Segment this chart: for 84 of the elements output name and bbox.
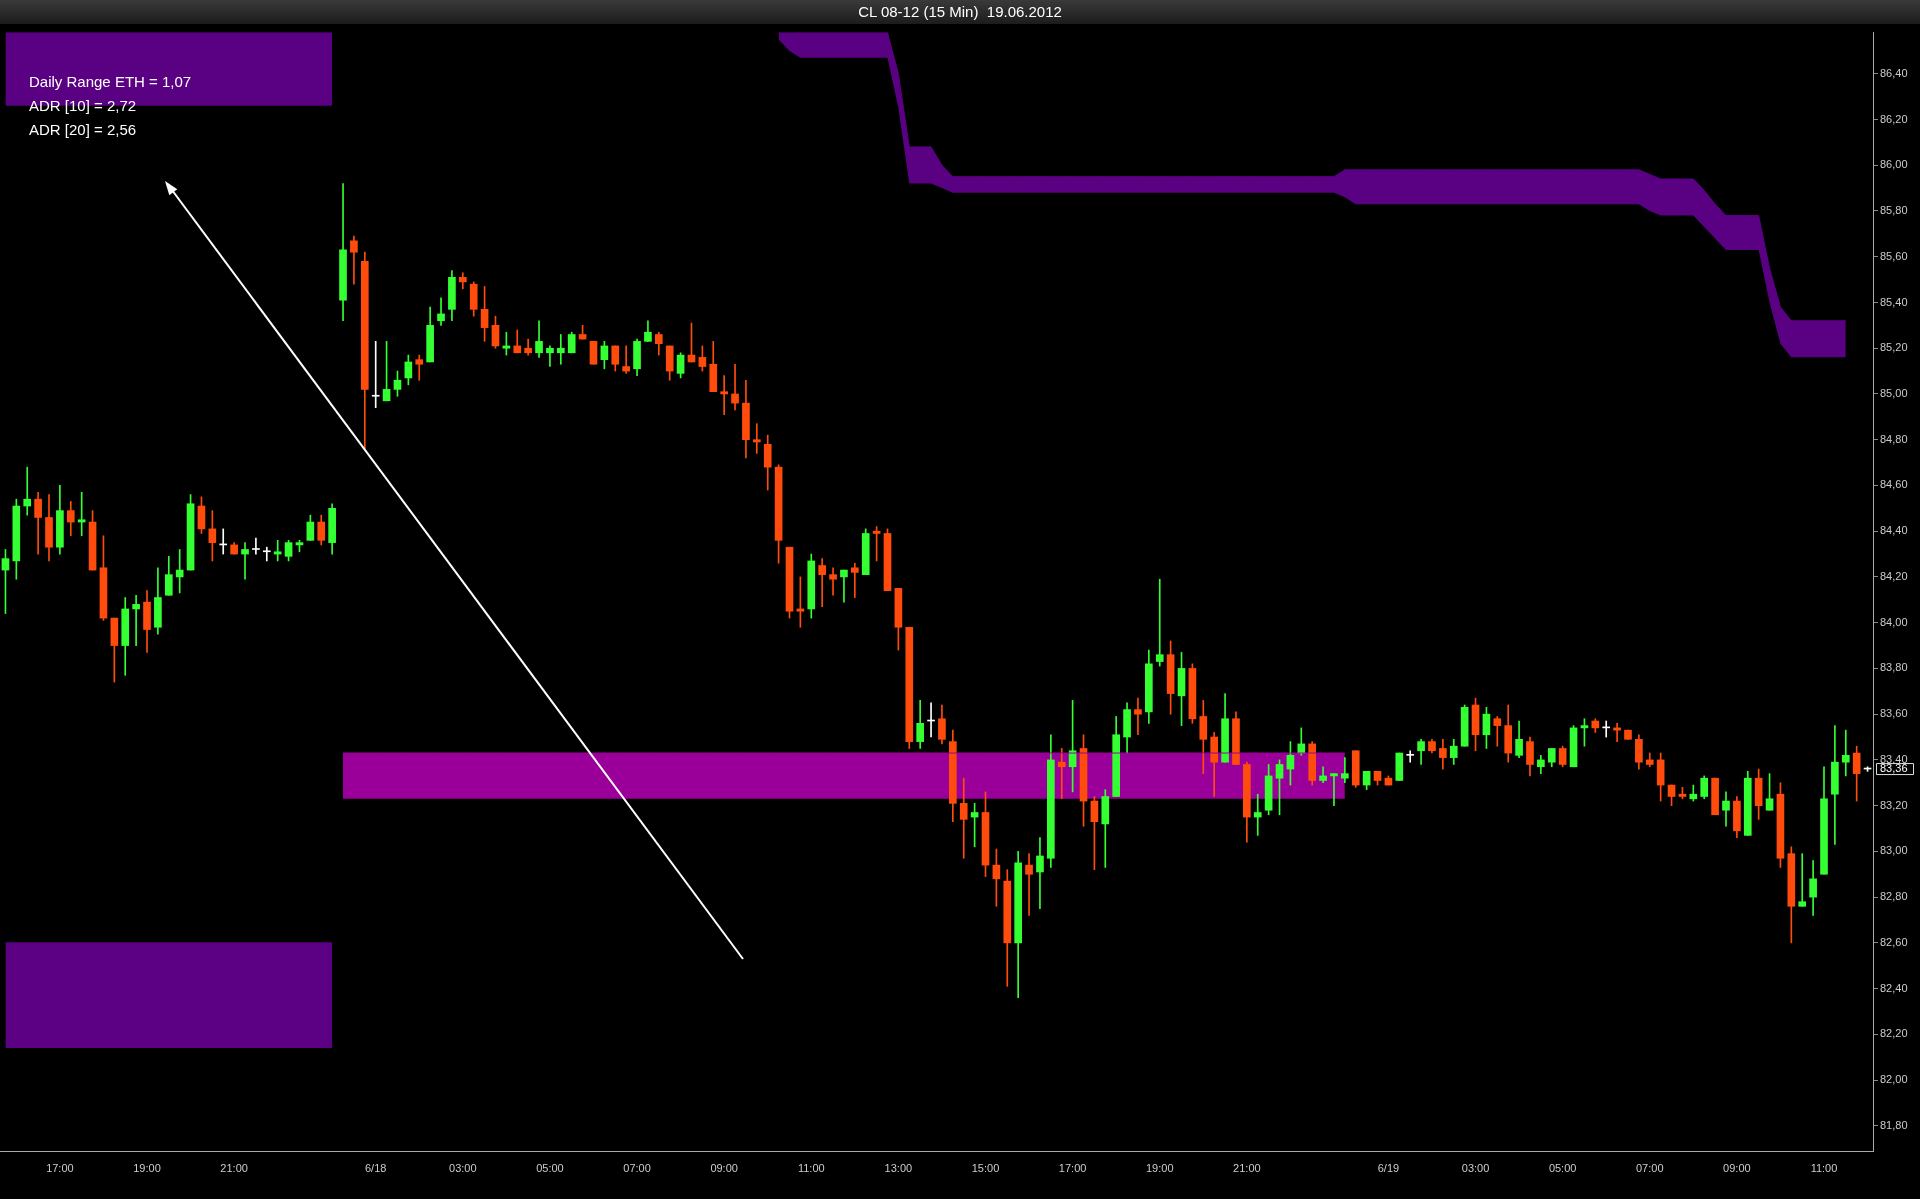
candlestick: [1134, 697, 1142, 736]
candlestick: [23, 466, 32, 516]
y-tick-label: 84,20: [1880, 569, 1908, 582]
candlestick: [1493, 716, 1502, 747]
candlestick: [371, 341, 380, 409]
y-tick-label: 85,00: [1880, 387, 1908, 399]
y-tick-label: 83,60: [1880, 707, 1908, 720]
candlestick: [731, 363, 739, 411]
y-tick-label: 82,20: [1880, 1027, 1908, 1040]
y-tick-label: 82,40: [1880, 981, 1908, 994]
x-tick-label: 09:00: [710, 1161, 738, 1174]
y-tick-label: 83,40: [1880, 752, 1908, 765]
y-tick-label: 83,80: [1880, 661, 1908, 674]
candlestick: [415, 354, 424, 381]
y-tick-label: 84,40: [1880, 524, 1908, 537]
x-tick-label: 17:00: [46, 1161, 74, 1174]
candlestick: [622, 345, 630, 374]
x-tick-label: 03:00: [1461, 1161, 1490, 1174]
x-tick-label: 6/19: [1377, 1161, 1400, 1174]
y-tick-label: 82,60: [1880, 935, 1908, 948]
y-tick-label: 83,00: [1880, 844, 1908, 857]
candlestick: [720, 375, 728, 415]
candlestick: [840, 569, 848, 603]
y-tick-label: 82,00: [1880, 1073, 1908, 1086]
y-tick-label: 81,80: [1880, 1118, 1908, 1131]
annotation: Daily Range ETH = 1,07: [29, 72, 192, 92]
x-tick-label: 6/18: [364, 1161, 387, 1174]
y-tick-label: 85,60: [1880, 249, 1908, 262]
x-tick-label: 11:00: [1810, 1161, 1838, 1174]
candlestick: [1613, 722, 1621, 742]
candlestick: [1406, 750, 1415, 763]
x-tick-label: 13:00: [884, 1161, 913, 1174]
candlestick: [175, 549, 184, 594]
candlestick: [556, 334, 565, 365]
candlestick: [818, 558, 826, 607]
candlestick: [1798, 853, 1807, 907]
candlestick: [829, 567, 837, 596]
x-tick-label: 21:00: [1233, 1161, 1261, 1174]
y-tick-label: 86,00: [1880, 158, 1908, 171]
x-tick-label: 11:00: [797, 1161, 825, 1174]
x-tick-label: 17:00: [1058, 1161, 1087, 1174]
x-tick-label: 21:00: [220, 1161, 248, 1174]
candlestick: [273, 540, 282, 562]
candlestick: [77, 491, 86, 537]
x-tick-label: 07:00: [623, 1161, 651, 1174]
y-tick-label: 84,60: [1880, 478, 1908, 491]
candlestick: [1025, 853, 1033, 916]
y-tick-label: 84,80: [1880, 432, 1908, 445]
candlestick: [1253, 793, 1262, 836]
x-tick-label: 07:00: [1636, 1161, 1664, 1174]
candlestick: [959, 777, 968, 859]
x-tick-label: 03:00: [449, 1161, 477, 1174]
y-tick-label: 86,40: [1880, 66, 1908, 79]
x-tick-label: 19:00: [1145, 1161, 1174, 1174]
candlestick: [1057, 748, 1066, 800]
candlestick: [851, 562, 859, 598]
candlestick: [1341, 757, 1349, 784]
candlestick: [350, 235, 358, 285]
candlestick: [252, 537, 260, 555]
candlestick: [1036, 837, 1044, 909]
x-tick-label: 09:00: [1723, 1161, 1751, 1174]
candlestick: [1155, 578, 1164, 667]
candlestick: [241, 542, 249, 580]
y-tick-label: 85,20: [1880, 341, 1908, 354]
y-tick-label: 86,20: [1880, 112, 1908, 125]
annotation: ADR [20] = 2,56: [29, 120, 138, 140]
candlestick: [1841, 729, 1850, 777]
y-tick-label: 84,00: [1880, 615, 1908, 628]
candlestick: [1330, 773, 1338, 806]
y-tick-label: 85,80: [1880, 204, 1908, 217]
x-tick-label: 05:00: [1548, 1161, 1577, 1174]
x-tick-label: 19:00: [133, 1161, 161, 1174]
x-tick-label: 05:00: [536, 1161, 564, 1174]
candlestick: [752, 423, 761, 454]
y-tick-label: 85,40: [1880, 295, 1908, 308]
y-tick-label: 83,20: [1880, 798, 1908, 811]
x-tick-label: 15:00: [971, 1161, 1000, 1174]
annotation: ADR [10] = 2,72: [29, 96, 138, 116]
y-tick-label: 82,80: [1880, 890, 1908, 903]
annotation: 83,36: [1880, 762, 1908, 775]
candlestick: [262, 546, 271, 562]
chart-title: CL 08-12 (15 Min) 19.06.2012: [0, 0, 1920, 24]
candlestick: [546, 345, 554, 367]
candlestick: [132, 594, 140, 646]
